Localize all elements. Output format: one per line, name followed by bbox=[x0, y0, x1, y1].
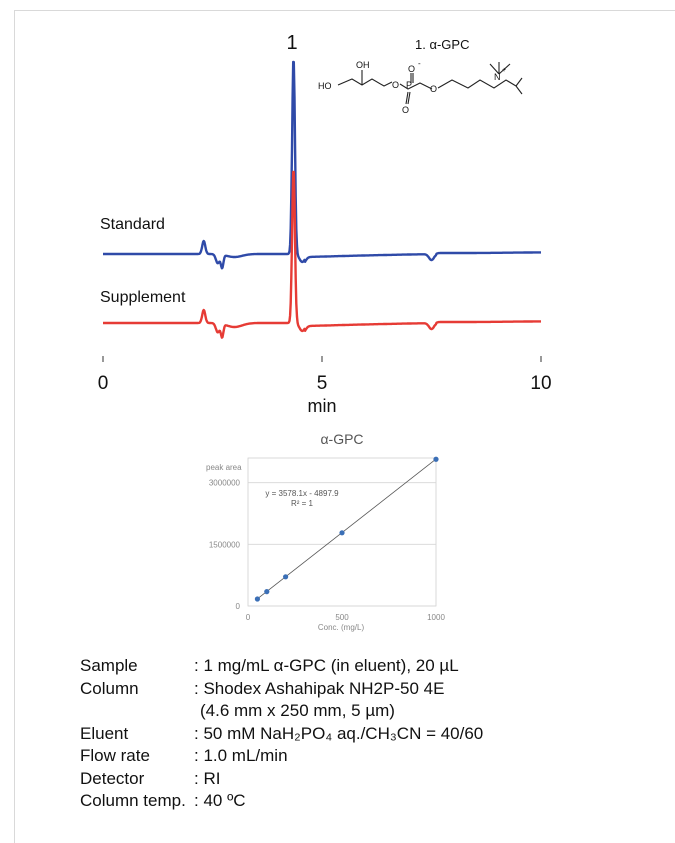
calibration-trendline bbox=[256, 458, 437, 600]
data-point bbox=[283, 574, 289, 580]
calibration-equation: y = 3578.1x - 4897.9 bbox=[265, 489, 339, 498]
data-point bbox=[264, 589, 270, 595]
atom-plus: + bbox=[502, 67, 506, 74]
frame-left-border bbox=[14, 10, 15, 843]
x-tick-label-0: 0 bbox=[98, 373, 109, 394]
alpha-gpc-structure bbox=[337, 62, 523, 105]
trace-label-standard: Standard bbox=[100, 216, 165, 233]
condition-row-column-dims: (4.6 mm x 250 mm, 5 µm) bbox=[80, 700, 483, 723]
y-tick-label: 3000000 bbox=[209, 479, 241, 488]
flow-rate-value: : 1.0 mL/min bbox=[194, 746, 288, 765]
atom-o1: O bbox=[392, 80, 399, 90]
condition-row-detector: Detector : RI bbox=[80, 768, 483, 791]
detector-value: : RI bbox=[194, 768, 221, 788]
calibration-title: α-GPC bbox=[320, 431, 363, 447]
atom-n: N bbox=[494, 72, 501, 82]
chromatogram: 1 1. α-GPC HO OH O P O O O N + - Standar… bbox=[98, 32, 552, 416]
atom-oh: OH bbox=[356, 60, 370, 70]
column-dimensions-value: (4.6 mm x 250 mm, 5 µm) bbox=[200, 701, 395, 720]
condition-row-column: Column : Shodex Ashahipak NH2P-50 4E bbox=[80, 678, 483, 701]
column-value: : Shodex Ashahipak NH2P-50 4E bbox=[194, 678, 445, 698]
compound-label: 1. α-GPC bbox=[415, 37, 469, 52]
data-point bbox=[433, 456, 439, 462]
calibration-chart: α-GPC peak area Conc. (mg/L) y = 3578.1x… bbox=[206, 431, 446, 632]
conditions-table: Sample : 1 mg/mL α-GPC (in eluent), 20 µ… bbox=[80, 655, 483, 813]
calibration-gridlines bbox=[247, 457, 437, 607]
calibration-r-squared: R² = 1 bbox=[291, 499, 314, 508]
detector-label: Detector bbox=[80, 768, 145, 788]
atom-o-bottom: O bbox=[402, 105, 409, 115]
trace-label-supplement: Supplement bbox=[100, 289, 186, 306]
structure-atom-labels: HO OH O P O O O N + - bbox=[318, 59, 506, 115]
supplement-trace bbox=[102, 170, 542, 339]
calibration-y-label: peak area bbox=[206, 463, 242, 472]
atom-p: P bbox=[406, 80, 412, 90]
x-tick-label-5: 5 bbox=[317, 373, 328, 394]
calibration-points bbox=[254, 456, 439, 602]
x-tick-label: 500 bbox=[335, 613, 349, 622]
peak-number-label: 1 bbox=[286, 32, 297, 54]
atom-o-top: O bbox=[408, 64, 415, 74]
atom-minus: - bbox=[418, 59, 421, 68]
frame-top-border bbox=[14, 10, 675, 11]
eluent-value: : 50 mM NaH₂PO₄ aq./CH₃CN = 40/60 bbox=[194, 723, 484, 743]
data-point bbox=[339, 530, 345, 536]
x-tick-label-10: 10 bbox=[530, 373, 551, 394]
sample-value: : 1 mg/mL α-GPC (in eluent), 20 µL bbox=[194, 656, 459, 675]
atom-o2: O bbox=[430, 84, 437, 94]
atom-ho: HO bbox=[318, 81, 332, 91]
y-tick-label: 1500000 bbox=[209, 540, 241, 549]
calibration-tick-labels: 0 1500000 3000000 0 500 1000 bbox=[209, 479, 446, 622]
flow-rate-label: Flow rate bbox=[80, 746, 150, 765]
column-label: Column bbox=[80, 678, 139, 698]
x-unit-label: min bbox=[307, 396, 336, 416]
condition-row-eluent: Eluent : 50 mM NaH₂PO₄ aq./CH₃CN = 40/60 bbox=[80, 723, 483, 746]
data-point bbox=[254, 596, 260, 602]
condition-row-sample: Sample : 1 mg/mL α-GPC (in eluent), 20 µ… bbox=[80, 655, 483, 678]
y-tick-label: 0 bbox=[236, 602, 241, 611]
x-tick-label: 1000 bbox=[427, 613, 445, 622]
column-temp-value: : 40 ºC bbox=[194, 791, 246, 810]
x-tick-label: 0 bbox=[246, 613, 251, 622]
calibration-x-label: Conc. (mg/L) bbox=[318, 623, 365, 632]
column-temp-label: Column temp. bbox=[80, 791, 186, 810]
condition-row-flow-rate: Flow rate : 1.0 mL/min bbox=[80, 745, 483, 768]
condition-row-column-temp: Column temp. : 40 ºC bbox=[80, 790, 483, 813]
sample-label: Sample bbox=[80, 656, 138, 675]
standard-trace bbox=[102, 60, 542, 270]
eluent-label: Eluent bbox=[80, 723, 129, 743]
